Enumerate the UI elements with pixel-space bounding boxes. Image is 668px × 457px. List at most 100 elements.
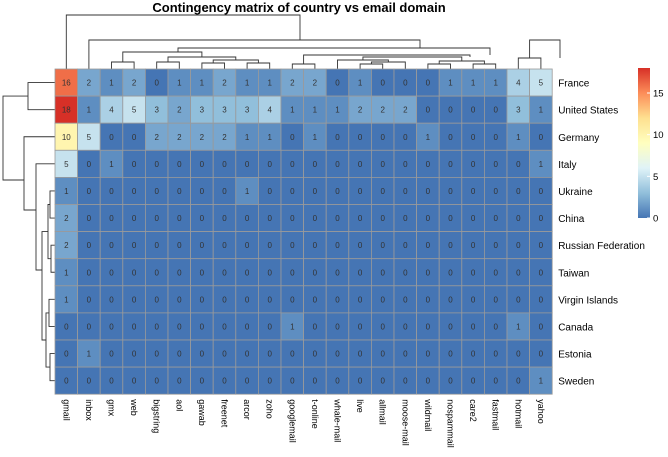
row-label: Estonia xyxy=(558,350,592,361)
cell-value-label: 0 xyxy=(290,377,295,386)
cell-value-label: 1 xyxy=(313,106,318,115)
cell-value-label: 0 xyxy=(426,322,431,331)
legend-tick-label: 15 xyxy=(653,89,664,100)
cell-value-label: 0 xyxy=(154,322,159,331)
cell-value-label: 0 xyxy=(154,214,159,223)
cell-value-label: 0 xyxy=(267,241,272,250)
color-legend: 0 5 10 15 xyxy=(638,68,664,225)
cell-value-label: 0 xyxy=(539,133,544,142)
cell-value-label: 2 xyxy=(200,133,205,142)
cell-value-label: 0 xyxy=(471,322,476,331)
cell-value-label: 0 xyxy=(493,268,498,277)
legend-tick-label: 0 xyxy=(653,214,658,225)
dendrogram-branch xyxy=(303,54,471,64)
cell-value-label: 0 xyxy=(290,187,295,196)
cell-value-label: 2 xyxy=(64,214,69,223)
cell-value-label: 0 xyxy=(313,160,318,169)
cell-value-label: 0 xyxy=(426,350,431,359)
cell-value-label: 2 xyxy=(64,241,69,250)
row-labels: France United States Germany Italy Ukraine Ch… xyxy=(558,79,645,388)
cell-value-label: 0 xyxy=(448,106,453,115)
cell-value-label: 0 xyxy=(245,295,250,304)
cell-value-label: 0 xyxy=(493,295,498,304)
cell-value-label: 0 xyxy=(403,79,408,88)
cell-value-label: 0 xyxy=(426,268,431,277)
cell-value-label: 0 xyxy=(222,322,227,331)
column-labels: gmail inbox gmx web bigstring aol gawab freenet… xyxy=(61,398,546,448)
cell-value-label: 0 xyxy=(516,295,521,304)
cell-value-label: 3 xyxy=(222,106,227,115)
cell-value-label: 2 xyxy=(290,79,295,88)
cell-value-label: 0 xyxy=(471,268,476,277)
cell-value-label: 1 xyxy=(87,350,92,359)
cell-value-label: 3 xyxy=(245,106,250,115)
column-label: gmx xyxy=(107,399,117,417)
cell-value-label: 1 xyxy=(516,322,521,331)
cell-value-label: 0 xyxy=(132,160,137,169)
cell-value-label: 3 xyxy=(200,106,205,115)
cell-value-label: 0 xyxy=(380,133,385,142)
row-label: Virgin Islands xyxy=(558,295,618,306)
cell-value-label: 0 xyxy=(109,322,114,331)
cell-value-label: 0 xyxy=(539,187,544,196)
column-dendrogram xyxy=(65,14,561,69)
row-label: France xyxy=(558,79,590,90)
cell-value-label: 0 xyxy=(200,241,205,250)
cell-value-label: 0 xyxy=(516,160,521,169)
cell-value-label: 2 xyxy=(154,133,159,142)
cell-value-label: 0 xyxy=(493,187,498,196)
cell-value-label: 0 xyxy=(448,377,453,386)
cell-value-label: 0 xyxy=(200,377,205,386)
dendrogram-branch xyxy=(472,63,497,69)
cell-value-label: 0 xyxy=(403,350,408,359)
cell-value-label: 0 xyxy=(313,187,318,196)
cell-value-label: 0 xyxy=(290,133,295,142)
cell-value-label: 0 xyxy=(539,241,544,250)
dendrogram-branch xyxy=(65,14,301,69)
cell-value-label: 0 xyxy=(539,295,544,304)
cell-value-label: 2 xyxy=(177,133,182,142)
cell-value-label: 0 xyxy=(380,214,385,223)
row-label: Italy xyxy=(558,160,576,171)
cell-value-label: 0 xyxy=(471,350,476,359)
heatmap-cell xyxy=(529,366,553,395)
cell-value-label: 0 xyxy=(290,214,295,223)
cell-value-label: 0 xyxy=(380,350,385,359)
dendrogram-branch xyxy=(177,47,491,55)
cell-value-label: 0 xyxy=(539,214,544,223)
dendrogram-branch xyxy=(529,39,561,58)
cell-value-label: 5 xyxy=(539,79,544,88)
cell-value-label: 0 xyxy=(403,322,408,331)
cell-value-label: 0 xyxy=(448,295,453,304)
cell-value-label: 0 xyxy=(154,350,159,359)
cell-value-label: 0 xyxy=(426,295,431,304)
cell-value-label: 0 xyxy=(177,322,182,331)
row-dendrogram xyxy=(2,82,55,382)
cell-value-label: 0 xyxy=(64,322,69,331)
cell-value-label: 0 xyxy=(471,133,476,142)
column-label: hotmail xyxy=(513,399,523,428)
dendrogram-branch xyxy=(291,63,316,69)
cell-value-label: 1 xyxy=(516,133,521,142)
dendrogram-branch xyxy=(35,163,55,271)
cell-value-label: 0 xyxy=(109,295,114,304)
cell-value-label: 4 xyxy=(109,106,114,115)
cell-value-label: 0 xyxy=(109,133,114,142)
cell-value-label: 0 xyxy=(132,187,137,196)
cell-value-label: 0 xyxy=(380,160,385,169)
cell-value-label: 0 xyxy=(403,241,408,250)
dendrogram-branch xyxy=(49,190,55,219)
cell-value-label: 1 xyxy=(245,187,250,196)
cell-value-label: 0 xyxy=(245,214,250,223)
cell-value-label: 2 xyxy=(222,133,227,142)
cell-value-label: 0 xyxy=(448,241,453,250)
dendrogram-branch xyxy=(49,353,55,382)
dendrogram-branch xyxy=(48,298,55,327)
cell-value-label: 2 xyxy=(177,106,182,115)
cell-value-label: 0 xyxy=(154,187,159,196)
cell-value-label: 1 xyxy=(358,79,363,88)
cell-value-label: 0 xyxy=(222,268,227,277)
cell-value-label: 1 xyxy=(267,79,272,88)
cell-value-label: 0 xyxy=(539,322,544,331)
cell-value-label: 0 xyxy=(426,187,431,196)
